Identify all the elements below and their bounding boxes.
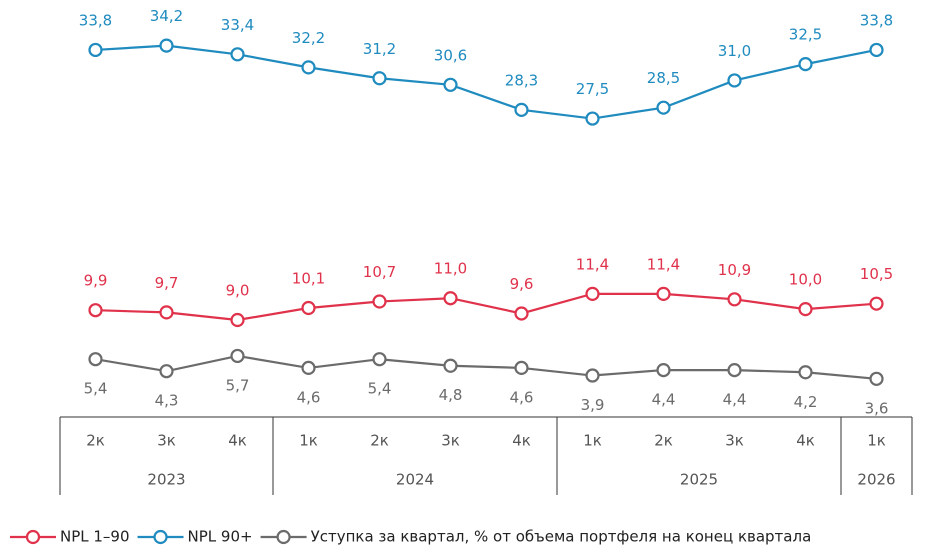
data-label: 27,5 xyxy=(576,80,609,98)
point xyxy=(798,57,813,72)
legend-marker xyxy=(276,529,291,545)
data-label: 33,8 xyxy=(79,11,112,29)
data-label: 5,7 xyxy=(226,376,250,394)
x-tick-label: 4к xyxy=(796,432,815,450)
point xyxy=(88,42,103,58)
legend-label: Уступка за квартал, % от объема портфеля… xyxy=(311,528,812,546)
point xyxy=(727,362,742,378)
point xyxy=(514,102,529,117)
x-tick-label: 4к xyxy=(512,432,531,450)
point xyxy=(798,365,813,380)
point xyxy=(159,364,174,379)
x-tick-label: 3к xyxy=(441,432,460,450)
point xyxy=(727,292,742,307)
point xyxy=(514,360,529,376)
data-label: 4,6 xyxy=(510,388,534,406)
point xyxy=(798,302,813,317)
data-label: 28,3 xyxy=(505,71,538,89)
data-label: 10,7 xyxy=(363,263,396,281)
point xyxy=(301,60,316,75)
point xyxy=(372,352,387,367)
point xyxy=(585,111,600,126)
data-label: 33,8 xyxy=(860,11,893,29)
x-tick-label: 1к xyxy=(583,432,602,450)
point xyxy=(514,306,529,321)
point xyxy=(656,362,671,378)
data-label: 4,4 xyxy=(723,391,747,409)
legend-label: NPL 90+ xyxy=(188,528,253,546)
data-label: 9,6 xyxy=(510,275,534,293)
data-label: 9,9 xyxy=(84,272,108,290)
x-tick-label: 2к xyxy=(86,432,105,450)
data-label: 33,4 xyxy=(221,16,254,34)
point xyxy=(869,371,884,386)
point xyxy=(230,348,245,364)
data-label: 30,6 xyxy=(434,46,467,64)
data-label: 32,2 xyxy=(292,29,325,47)
point xyxy=(443,358,458,373)
data-label: 11,0 xyxy=(434,260,467,278)
point xyxy=(585,368,600,383)
point xyxy=(301,300,316,316)
data-label: 10,9 xyxy=(718,261,751,279)
data-label: 5,4 xyxy=(84,380,108,398)
data-label: 10,5 xyxy=(860,265,893,283)
group-label: 2024 xyxy=(396,471,434,489)
data-label: 31,2 xyxy=(363,40,396,58)
point xyxy=(656,100,671,115)
data-label: 3,9 xyxy=(581,396,605,414)
x-tick-label: 3к xyxy=(157,432,176,450)
point xyxy=(372,71,387,86)
data-label: 34,2 xyxy=(150,7,183,25)
x-tick-label: 1к xyxy=(867,432,886,450)
data-label: 10,0 xyxy=(789,271,822,289)
point xyxy=(301,360,316,376)
data-label: 4,2 xyxy=(794,393,818,411)
point xyxy=(727,73,742,88)
point xyxy=(230,312,245,328)
point xyxy=(88,352,103,367)
x-tick-label: 2к xyxy=(370,432,389,450)
point xyxy=(159,305,174,320)
line xyxy=(95,44,877,120)
point xyxy=(869,42,884,58)
data-label: 28,5 xyxy=(647,69,680,87)
data-label: 31,0 xyxy=(718,42,751,60)
group-label: 2023 xyxy=(147,471,185,489)
data-label: 4,3 xyxy=(155,392,179,410)
point xyxy=(88,303,103,318)
point xyxy=(372,294,387,309)
data-label: 32,5 xyxy=(789,26,822,44)
x-tick-label: 1к xyxy=(299,432,318,450)
legend-marker xyxy=(25,529,41,545)
data-label: 4,8 xyxy=(439,386,463,404)
group-label: 2025 xyxy=(680,471,718,489)
point xyxy=(159,38,174,53)
point xyxy=(443,291,458,306)
legend-marker xyxy=(153,529,168,545)
point xyxy=(869,296,884,311)
x-tick-label: 3к xyxy=(725,432,744,450)
data-label: 10,1 xyxy=(292,270,325,288)
point xyxy=(656,286,671,301)
group-label: 2026 xyxy=(857,471,895,489)
data-label: 4,6 xyxy=(297,388,321,406)
x-tick-label: 2к xyxy=(654,432,673,450)
data-label: 4,4 xyxy=(652,391,676,409)
x-tick-label: 4к xyxy=(228,432,247,450)
data-label: 9,0 xyxy=(226,282,250,300)
line xyxy=(95,292,877,322)
data-label: 11,4 xyxy=(576,255,609,273)
data-label: 9,7 xyxy=(155,274,179,292)
data-label: 3,6 xyxy=(865,399,889,417)
data-label: 5,4 xyxy=(368,380,392,398)
point xyxy=(230,47,245,62)
point xyxy=(585,286,600,301)
point xyxy=(443,77,458,92)
line xyxy=(95,354,877,380)
data-label: 11,4 xyxy=(647,255,680,273)
legend-label: NPL 1–90 xyxy=(60,528,130,546)
